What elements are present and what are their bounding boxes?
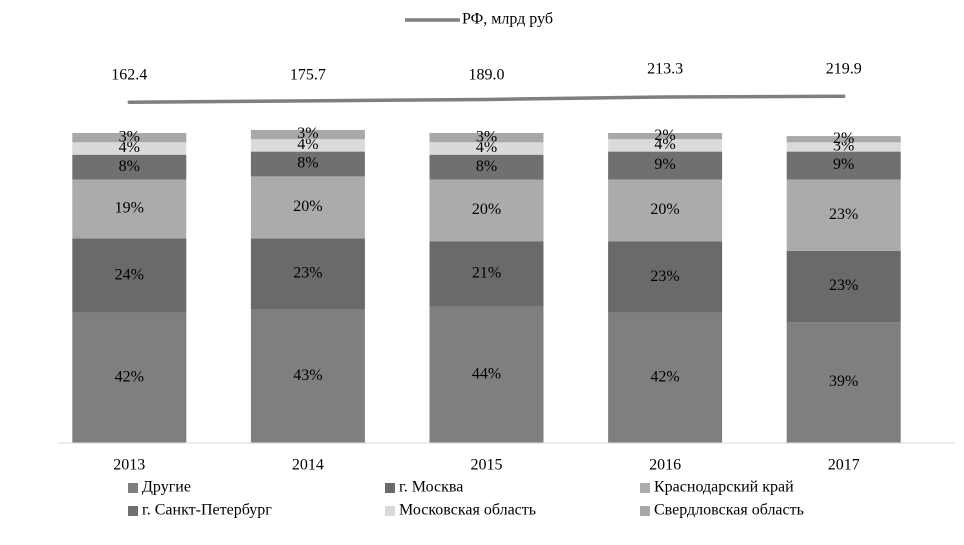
bar-segment bbox=[786, 179, 901, 251]
data-label: 23% bbox=[293, 265, 322, 282]
bar-segment bbox=[429, 154, 544, 180]
bar-segment bbox=[608, 312, 723, 443]
data-label: 3% bbox=[297, 125, 318, 142]
data-label: 4% bbox=[297, 136, 318, 153]
line-value-label: 213.3 bbox=[647, 61, 683, 78]
bar-segment bbox=[429, 241, 544, 307]
bar-segment bbox=[429, 133, 544, 143]
bar-segment bbox=[250, 139, 365, 152]
data-label: 23% bbox=[829, 277, 858, 294]
data-label: 4% bbox=[654, 136, 675, 153]
data-label: 4% bbox=[119, 139, 140, 156]
data-label: 9% bbox=[654, 156, 675, 173]
line-value-label: 189.0 bbox=[469, 67, 505, 84]
legend-label: Московская область bbox=[399, 502, 536, 519]
data-label: 23% bbox=[650, 268, 679, 285]
line-value-label: 162.4 bbox=[111, 67, 147, 84]
bar-segment bbox=[608, 133, 723, 140]
bar-segment bbox=[608, 151, 723, 180]
bar-segment bbox=[72, 133, 187, 143]
data-label: 19% bbox=[115, 200, 144, 217]
bar-segment bbox=[72, 179, 187, 239]
data-label: 20% bbox=[650, 201, 679, 218]
data-label: 44% bbox=[472, 365, 501, 382]
bar-segment bbox=[72, 238, 187, 313]
legend-swatch bbox=[128, 483, 138, 493]
bar-segment bbox=[786, 322, 901, 443]
data-label: 42% bbox=[115, 369, 144, 386]
data-label: 43% bbox=[293, 367, 322, 384]
legend-label: РФ, млрд руб bbox=[462, 11, 553, 28]
legend-swatch bbox=[640, 483, 650, 493]
bar-segment bbox=[250, 129, 365, 140]
bar-segment bbox=[608, 139, 723, 152]
data-label: 20% bbox=[472, 201, 501, 218]
legend-swatch bbox=[385, 506, 395, 516]
legend-label: Свердловская область bbox=[654, 502, 804, 519]
line-series bbox=[127, 94, 846, 104]
data-label: 23% bbox=[829, 206, 858, 223]
x-tick-label: 2013 bbox=[113, 457, 145, 474]
bar-segment bbox=[608, 241, 723, 313]
data-label: 24% bbox=[115, 266, 144, 283]
line-value-label: 175.7 bbox=[290, 67, 326, 84]
x-tick-label: 2016 bbox=[649, 457, 681, 474]
data-label: 8% bbox=[119, 158, 140, 175]
data-label: 3% bbox=[476, 128, 497, 145]
line-value-label: 219.9 bbox=[826, 61, 862, 78]
data-label: 20% bbox=[293, 198, 322, 215]
legend-label: Другие bbox=[142, 479, 191, 496]
x-tick-label: 2015 bbox=[471, 457, 503, 474]
bar-segment bbox=[786, 136, 901, 143]
data-label: 2% bbox=[833, 130, 854, 147]
x-tick-label: 2014 bbox=[292, 457, 324, 474]
data-label: 4% bbox=[476, 139, 497, 156]
bar-segment bbox=[429, 142, 544, 155]
bar-segment bbox=[786, 142, 901, 152]
data-label: 21% bbox=[472, 265, 501, 282]
bar-segment bbox=[72, 312, 187, 443]
bar-segment bbox=[250, 176, 365, 239]
bar-segment bbox=[250, 238, 365, 310]
data-label: 39% bbox=[829, 373, 858, 390]
bar-segment bbox=[786, 250, 901, 323]
data-label: 2% bbox=[654, 127, 675, 144]
data-label: 42% bbox=[650, 369, 679, 386]
bar-segment bbox=[250, 151, 365, 177]
data-label: 8% bbox=[297, 155, 318, 172]
bar-segment bbox=[429, 179, 544, 242]
data-label: 3% bbox=[119, 128, 140, 145]
data-label: 9% bbox=[833, 156, 854, 173]
bar-segment bbox=[72, 142, 187, 155]
bar-segment bbox=[250, 309, 365, 443]
bar-segment bbox=[72, 154, 187, 180]
legend-swatch bbox=[640, 506, 650, 516]
bar-segment bbox=[429, 306, 544, 443]
bar-segment bbox=[608, 179, 723, 242]
legend-label: Краснодарский край bbox=[654, 479, 794, 496]
legend-swatch bbox=[385, 483, 395, 493]
legend-swatch bbox=[128, 506, 138, 516]
bar-segment bbox=[786, 151, 901, 180]
data-label: 8% bbox=[476, 158, 497, 175]
x-tick-label: 2017 bbox=[828, 457, 860, 474]
legend-label: г. Санкт-Петербург bbox=[142, 502, 272, 519]
legend-label: г. Москва bbox=[399, 479, 463, 496]
